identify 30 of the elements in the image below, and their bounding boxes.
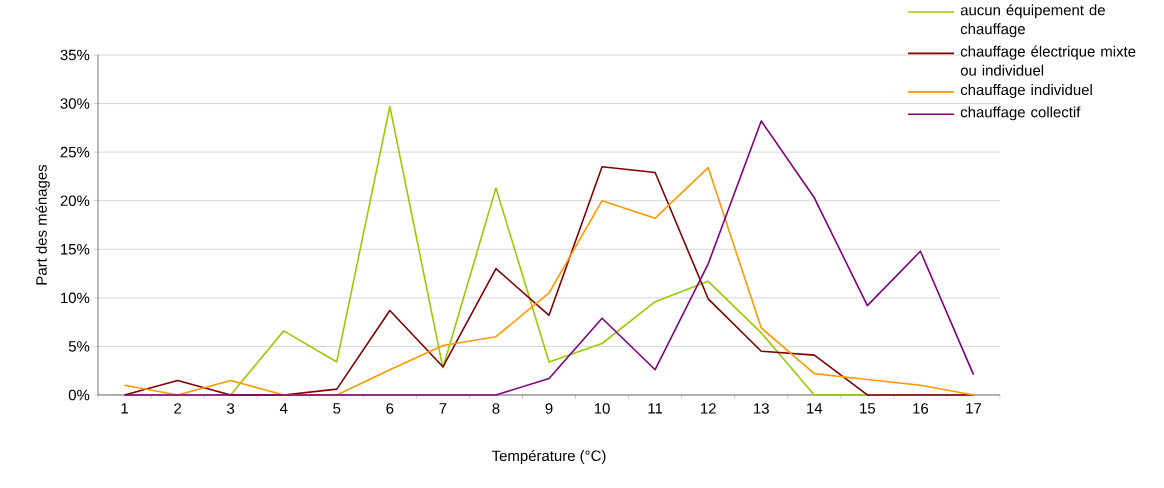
x-tick-label: 7 [439,403,447,414]
x-tick-label: 9 [545,403,553,414]
y-tick-label: 25% [60,146,90,158]
y-tick-label: 10% [61,292,90,304]
x-tick-label: 8 [492,403,500,414]
legend-label: chauffage individuel [960,84,1092,99]
x-tick-label: 13 [754,403,769,414]
y-tick-label: 35% [60,49,90,61]
x-tick-label: 12 [701,403,716,414]
legend-label: chauffage collectif [960,106,1081,121]
y-tick-label: 0% [68,389,90,401]
x-tick-label: 10 [594,403,610,414]
x-tick-label: 5 [333,403,341,414]
y-tick-label: 20% [60,195,90,206]
x-tick-label: 16 [913,403,929,414]
x-tick-label: 2 [174,403,182,414]
y-tick-label: 5% [68,341,90,352]
x-tick-label: 14 [807,403,823,414]
x-tick-label: 4 [279,403,288,414]
x-tick-label: 3 [227,403,235,414]
x-tick-label: 17 [966,403,982,414]
x-tick-label: 11 [648,403,663,414]
x-tick-label: 15 [860,403,876,414]
line-series [229,105,869,396]
x-axis-title: Température (°C) [491,449,606,465]
y-tick-label: 30% [60,98,90,109]
y-tick-label: 15% [61,244,90,255]
x-tick-label: 6 [386,403,394,414]
y-axis-title: Part des ménages [35,164,50,285]
x-tick-label: 1 [121,403,128,414]
